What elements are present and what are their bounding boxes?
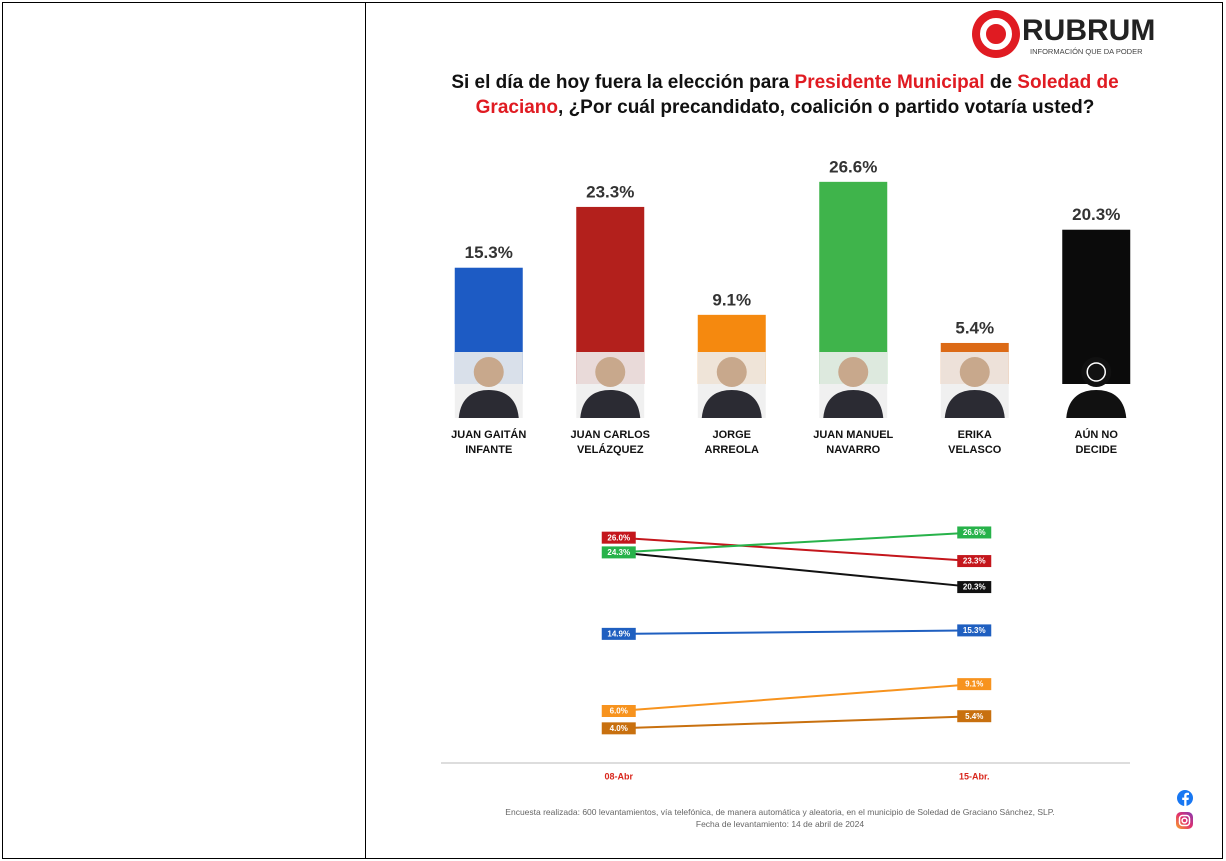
- question-badge: [1086, 362, 1106, 382]
- series-line: [618, 551, 975, 589]
- candidate-photo: [940, 352, 1009, 418]
- point-label-bg: [601, 546, 636, 559]
- facebook-glyph: [1182, 792, 1189, 807]
- series-line: [618, 531, 975, 554]
- instagram-lens: [1181, 817, 1188, 824]
- value-label: 23.3%: [586, 182, 634, 201]
- silhouette-body: [1066, 390, 1127, 418]
- silhouette-body: [580, 390, 641, 418]
- silhouette-body: [944, 390, 1005, 418]
- logo-ring: [980, 18, 1012, 50]
- logo: RUBRUM INFORMACIÓN QUE DA PODER: [972, 10, 1155, 58]
- value-label: 15.3%: [465, 243, 513, 262]
- point-label-bg: [601, 722, 636, 735]
- silhouette-body: [458, 390, 519, 418]
- category-label: JUAN MANUEL NAVARRO: [813, 429, 894, 456]
- silhouette-head: [959, 357, 990, 387]
- point-label: 6.0%: [610, 707, 628, 716]
- instagram-icon[interactable]: [1176, 812, 1193, 829]
- series-line: [618, 683, 975, 712]
- facebook-icon[interactable]: [1177, 790, 1193, 807]
- footnote-line: Fecha de levantamiento: 14 de abril de 2…: [695, 819, 865, 829]
- point-label: 23.3%: [963, 557, 986, 566]
- point-label-bg: [957, 624, 992, 637]
- value-label: 26.6%: [829, 157, 877, 176]
- point-label: 15.3%: [963, 626, 986, 635]
- silhouette-head: [838, 357, 869, 387]
- table-cell-right: [365, 2, 1223, 859]
- value-label: 5.4%: [955, 318, 994, 337]
- silhouette-head: [595, 357, 626, 387]
- candidate-photo: [1066, 357, 1127, 418]
- candidate-photo: [576, 352, 645, 418]
- candidate-photo: [819, 352, 888, 418]
- series-line: [618, 629, 975, 635]
- point-label-bg: [957, 526, 992, 539]
- point-label-bg: [601, 531, 636, 544]
- silhouette-body: [701, 390, 762, 418]
- chart-title: Si el día de hoy fuera la elección para …: [425, 70, 1145, 120]
- category-label: JORGE ARREOLA: [704, 429, 759, 456]
- category-label: ERIKA VELASCO: [948, 429, 1002, 456]
- footnote-line: Encuesta realizada: 600 levantamientos, …: [505, 807, 1055, 817]
- category-label: JUAN CARLOS VELÁZQUEZ: [570, 429, 650, 456]
- point-label: 14.9%: [607, 629, 630, 638]
- point-label: 5.4%: [965, 712, 983, 721]
- logo-text: RUBRUM: [1022, 14, 1155, 47]
- instagram-bg: [1176, 812, 1193, 829]
- point-label-bg: [957, 581, 992, 594]
- silhouette-body: [823, 390, 884, 418]
- title-segment: Si el día de hoy fuera la elección para: [451, 72, 795, 93]
- silhouette-head: [716, 357, 747, 387]
- title-segment: , ¿Por cuál precandidato, coalición o pa…: [558, 97, 1095, 118]
- logo-mark: [972, 10, 1020, 58]
- point-label-bg: [601, 705, 636, 717]
- series-line: [618, 536, 975, 563]
- title-segment: Presidente Municipal: [794, 72, 985, 93]
- point-label: 24.3%: [607, 548, 630, 557]
- value-label: 20.3%: [1072, 205, 1120, 224]
- point-label: 26.0%: [607, 533, 630, 542]
- title-segment: Soledad de Graciano: [475, 72, 1119, 118]
- point-label-bg: [957, 555, 992, 568]
- x-tick-label: 08-Abr: [604, 771, 633, 781]
- logo-tagline: INFORMACIÓN QUE DA PODER: [1030, 47, 1143, 56]
- value-label: 9.1%: [712, 290, 751, 309]
- point-label-bg: [957, 678, 992, 691]
- category-label: AÚN NO DECIDE: [1074, 429, 1118, 456]
- point-label: 4.0%: [610, 724, 628, 733]
- point-label-bg: [601, 627, 636, 640]
- candidate-photo: [697, 352, 766, 418]
- bar: [819, 181, 888, 384]
- instagram-frame: [1178, 814, 1191, 827]
- footnote: Encuesta realizada: 600 levantamientos, …: [400, 806, 1160, 830]
- series-line: [618, 715, 975, 730]
- point-label: 20.3%: [963, 583, 986, 592]
- silhouette-head: [473, 357, 504, 387]
- point-label: 9.1%: [965, 680, 983, 689]
- point-label: 26.6%: [963, 528, 986, 537]
- point-label-bg: [957, 710, 992, 723]
- candidate-photo: [454, 352, 523, 418]
- title-segment: de: [984, 72, 1018, 93]
- category-label: JUAN GAITÁN INFANTE: [451, 429, 527, 456]
- x-tick-label: 15-Abr.: [959, 771, 990, 781]
